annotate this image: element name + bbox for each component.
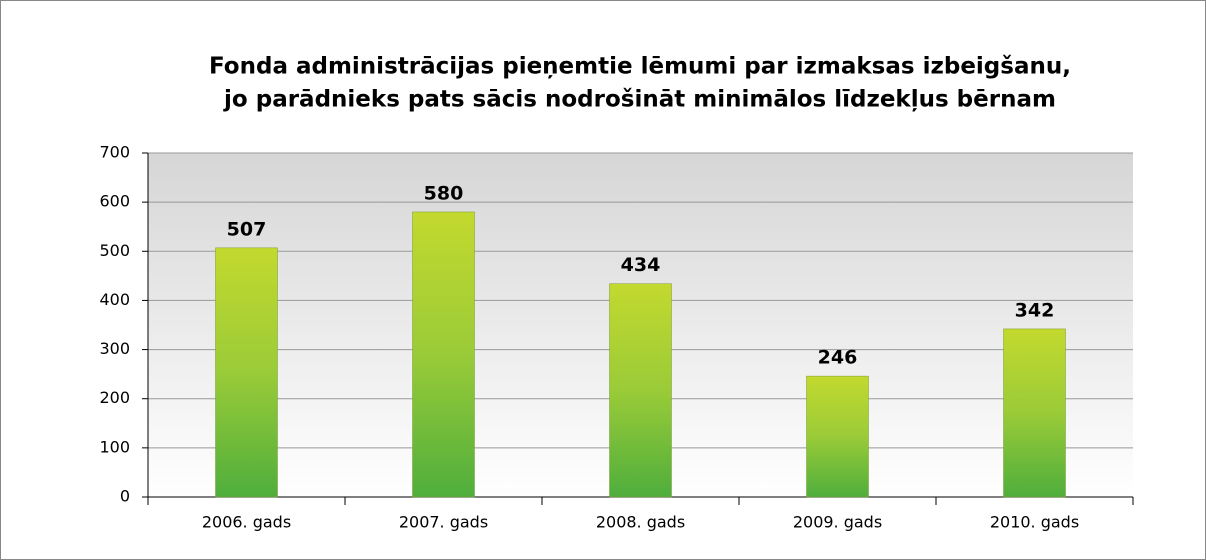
- chart-title: jo parādnieks pats sācis nodrošināt mini…: [223, 87, 1056, 113]
- data-label: 580: [424, 182, 464, 204]
- x-tick-label: 2010. gads: [990, 513, 1079, 532]
- bar: [806, 375, 869, 498]
- bar: [412, 211, 475, 498]
- data-label: 507: [227, 218, 267, 240]
- y-tick-label: 500: [99, 241, 130, 260]
- x-tick-label: 2007. gads: [399, 513, 488, 532]
- y-tick-label: 700: [99, 143, 130, 162]
- y-tick-label: 100: [99, 437, 130, 456]
- x-tick-label: 2009. gads: [793, 513, 882, 532]
- x-tick-label: 2008. gads: [596, 513, 685, 532]
- bar: [609, 283, 672, 498]
- y-tick-label: 300: [99, 339, 130, 358]
- x-tick-label: 2006. gads: [202, 513, 291, 532]
- y-tick-label: 400: [99, 290, 130, 309]
- bar: [1003, 328, 1066, 498]
- y-tick-label: 600: [99, 192, 130, 211]
- data-label: 342: [1015, 299, 1055, 321]
- y-tick-label: 0: [120, 487, 130, 506]
- chart-title: Fonda administrācijas pieņemtie lēmumi p…: [209, 54, 1071, 80]
- bar: [215, 247, 278, 498]
- data-label: 434: [621, 254, 661, 276]
- y-tick-label: 200: [99, 388, 130, 407]
- data-label: 246: [818, 347, 858, 369]
